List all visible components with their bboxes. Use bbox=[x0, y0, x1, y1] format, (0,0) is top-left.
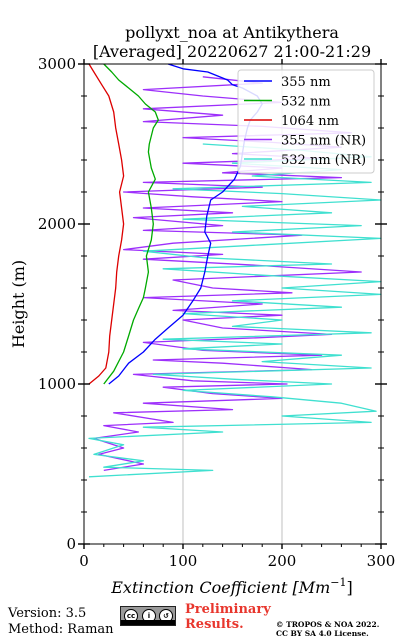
series-line-532-nm bbox=[103, 63, 159, 385]
preliminary-results-label: Preliminary Results. bbox=[185, 602, 271, 632]
preliminary-line-2: Results. bbox=[185, 617, 244, 632]
y-tick-label-3000: 3000 bbox=[38, 55, 76, 73]
method-text: Method: Raman bbox=[8, 622, 114, 637]
x-axis-label: Extinction Coefficient [Mm−1] bbox=[110, 576, 353, 597]
legend-label-3: 355 nm (NR) bbox=[281, 134, 366, 149]
copyright-notice: © TROPOS & NOA 2022. CC BY SA 4.0 Licens… bbox=[276, 620, 379, 638]
x-axis-label-end: ] bbox=[347, 578, 353, 597]
series-line-1064-nm bbox=[88, 63, 125, 385]
chart-title: pollyxt_noa at Antikythera bbox=[125, 23, 339, 42]
y-axis-label: Height (m) bbox=[9, 260, 28, 348]
x-axis-label-exponent: −1 bbox=[330, 576, 346, 589]
legend-label-0: 355 nm bbox=[281, 75, 331, 90]
x-tick-label-200: 200 bbox=[268, 552, 297, 570]
version-text: Version: 3.5 bbox=[8, 606, 87, 621]
y-tick-label-2000: 2000 bbox=[38, 215, 76, 233]
x-tick-label-0: 0 bbox=[79, 552, 89, 570]
plot-frame bbox=[83, 63, 382, 545]
y-tick-label-1000: 1000 bbox=[38, 375, 76, 393]
copyright-line-1: © TROPOS & NOA 2022. bbox=[276, 620, 380, 629]
cc-license-icon: cc i ↺ bbox=[120, 606, 176, 626]
series-line-532-nm-nr- bbox=[88, 143, 382, 478]
x-axis-label-main: Extinction Coefficient [Mm bbox=[110, 578, 330, 597]
chart-subtitle: [Averaged] 20220627 21:00-21:29 bbox=[93, 42, 371, 61]
chart: pollyxt_noa at Antikythera [Averaged] 20… bbox=[9, 23, 396, 597]
axis-ticks bbox=[78, 59, 387, 549]
preliminary-line-1: Preliminary bbox=[185, 602, 271, 617]
legend-box bbox=[237, 69, 375, 174]
legend: 355 nm 532 nm 1064 nm 355 nm (NR) 532 nm (NR… bbox=[237, 69, 375, 174]
legend-label-1: 532 nm bbox=[281, 95, 331, 110]
legend-label-4: 532 nm (NR) bbox=[281, 153, 366, 168]
copyright-line-2: CC BY SA 4.0 License. bbox=[276, 629, 369, 638]
footer-info: Version: 3.5 Method: Raman bbox=[8, 606, 114, 638]
y-tick-label-0: 0 bbox=[66, 535, 76, 553]
x-tick-label-100: 100 bbox=[169, 552, 198, 570]
legend-label-2: 1064 nm bbox=[281, 114, 339, 129]
x-tick-label-300: 300 bbox=[367, 552, 396, 570]
